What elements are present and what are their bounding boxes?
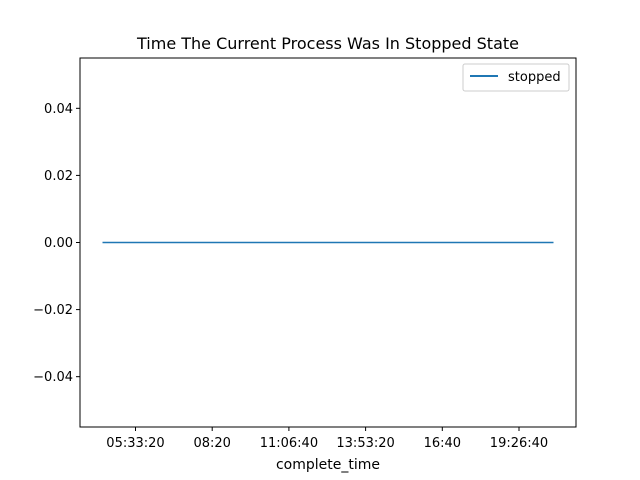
y-tick-label: 0.00 <box>44 236 73 251</box>
x-tick-label: 13:53:20 <box>336 436 394 451</box>
y-tick-label: 0.04 <box>44 102 73 117</box>
legend-label-stopped: stopped <box>508 70 561 85</box>
x-axis-label: complete_time <box>276 457 380 473</box>
x-tick-label: 08:20 <box>193 436 230 451</box>
y-tick-label: −0.04 <box>33 370 73 385</box>
y-tick-label: −0.02 <box>33 303 73 318</box>
x-tick-label: 16:40 <box>424 436 461 451</box>
x-axis: 05:33:20 08:20 11:06:40 13:53:20 16:40 19:26:… <box>106 427 548 451</box>
x-tick-label: 05:33:20 <box>106 436 164 451</box>
legend: stopped <box>462 63 570 92</box>
x-tick-label: 11:06:40 <box>260 436 318 451</box>
chart-title: Time The Current Process Was In Stopped … <box>136 34 519 53</box>
y-axis: 0.04 0.02 0.00 −0.02 −0.04 <box>33 102 80 385</box>
x-tick-label: 19:26:40 <box>490 436 548 451</box>
y-tick-label: 0.02 <box>44 169 73 184</box>
legend-box <box>462 63 570 92</box>
